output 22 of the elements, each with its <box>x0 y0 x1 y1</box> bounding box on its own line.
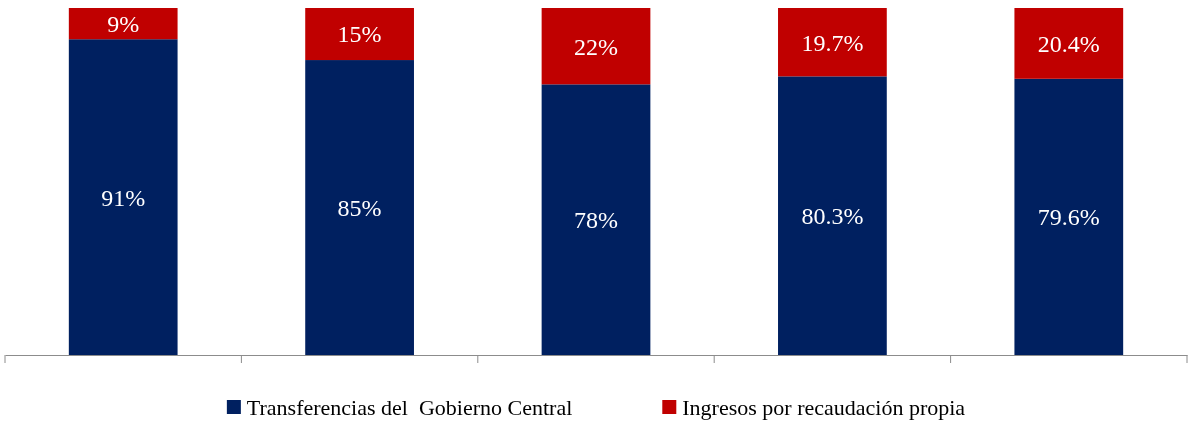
bar <box>68 8 178 40</box>
data-label: 15% <box>337 21 382 48</box>
bar <box>541 8 651 85</box>
data-label: 19.7% <box>801 29 864 56</box>
bar <box>1014 8 1124 79</box>
data-label: 91% <box>101 184 146 211</box>
bar <box>541 84 651 355</box>
data-label: 80.3% <box>801 203 864 230</box>
bar <box>778 8 887 77</box>
legend-label: Ingresos por recaudación propia <box>682 394 966 420</box>
bar <box>68 39 178 355</box>
data-label: 85% <box>337 194 382 221</box>
bar <box>778 76 887 355</box>
bar <box>305 60 414 355</box>
bar <box>305 8 414 61</box>
legend-label: Transferencias del Gobierno Central <box>246 394 573 420</box>
data-label: 9% <box>107 11 140 38</box>
data-label: 20.4% <box>1037 30 1100 57</box>
bar <box>1014 78 1124 355</box>
data-label: 78% <box>574 207 618 234</box>
data-label: 79.6% <box>1037 204 1100 231</box>
data-label: 22% <box>574 33 618 60</box>
